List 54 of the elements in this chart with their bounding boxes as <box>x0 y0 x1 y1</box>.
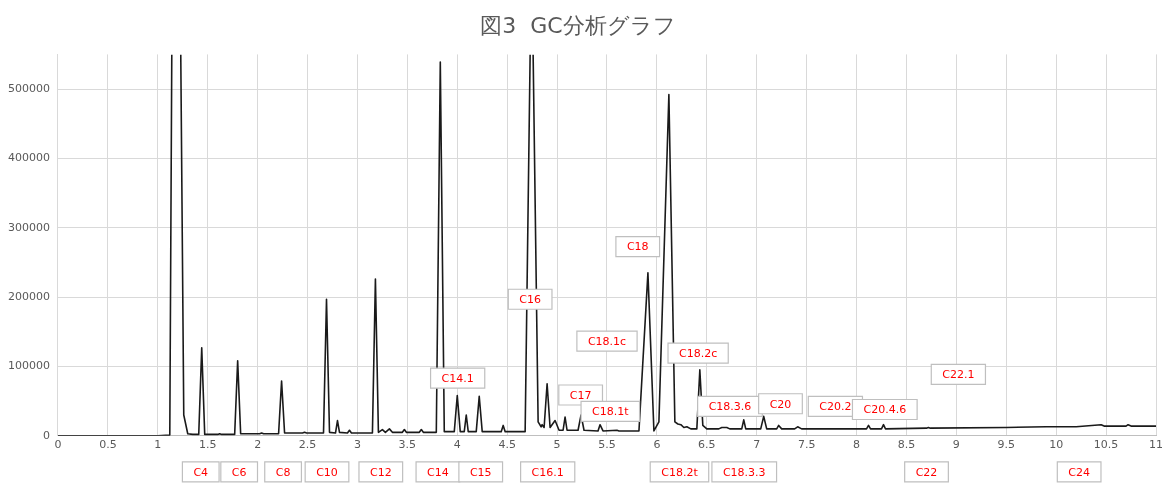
x-tick-label: 0.5 <box>99 438 117 452</box>
x-tick-label: 1 <box>154 438 162 452</box>
x-tick-label: 7 <box>753 438 761 452</box>
annotation: C18.1c <box>587 335 627 349</box>
y-tick-label: 300000 <box>7 220 50 234</box>
x-tick-label: 9.5 <box>997 438 1016 452</box>
x-tick-label: 2 <box>254 438 262 452</box>
text: C14 <box>427 465 449 479</box>
text: C16.1 <box>531 465 564 479</box>
chart-title: 図3 GC分析グラフ <box>480 12 676 38</box>
x-tick-label: 9 <box>952 438 960 452</box>
y-tick-label: 400000 <box>7 151 50 165</box>
x-tick-label: 10 <box>1049 438 1064 452</box>
x-tick-label: 5 <box>553 438 561 452</box>
x-tick-label: 3 <box>353 438 361 452</box>
x-tick-label: 2.5 <box>298 438 317 452</box>
text: C15 <box>469 465 492 479</box>
text: C12 <box>369 465 392 479</box>
y-tick-label: 0 <box>42 428 50 442</box>
annotation: C18.1t <box>592 405 630 419</box>
x-tick-label: 6 <box>653 438 661 452</box>
x-tick-label: 3.5 <box>398 438 417 452</box>
annotation: C18.2c <box>679 346 718 360</box>
text: C18.2t <box>661 465 699 479</box>
x-tick-label: 11 <box>1149 438 1163 452</box>
y-tick-label: 200000 <box>7 289 50 303</box>
x-tick-label: 8 <box>853 438 861 452</box>
x-tick-label: 7.5 <box>797 438 816 452</box>
x-tick-label: 6.5 <box>698 438 716 452</box>
annotation: C20.4.6 <box>863 403 907 417</box>
y-tick-label: 100000 <box>7 359 50 373</box>
annotation: C20 <box>769 397 792 411</box>
annotation: C22.1 <box>942 368 975 382</box>
y-tick-label: 500000 <box>7 81 50 95</box>
text: C6 <box>231 465 247 479</box>
text: C22 <box>915 465 938 479</box>
annotation: C16 <box>519 293 541 307</box>
text: C24 <box>1068 465 1090 479</box>
annotation: C14.1 <box>441 372 474 386</box>
x-tick-label: 4.5 <box>498 438 516 452</box>
text: C10 <box>316 465 338 479</box>
x-tick-label: 5.5 <box>598 438 616 452</box>
x-tick-label: 0 <box>54 438 62 452</box>
x-tick-label: 10.5 <box>1093 438 1119 452</box>
annotation: C17 <box>569 388 592 402</box>
x-tick-label: 4 <box>453 438 461 452</box>
annotation: C18.3.6 <box>708 400 752 414</box>
x-tick-label: 1.5 <box>198 438 217 452</box>
text: C8 <box>275 465 291 479</box>
text: C4 <box>193 465 209 479</box>
annotation: C20.2 <box>819 400 852 414</box>
x-tick-label: 8.5 <box>897 438 916 452</box>
text: C18.3.3 <box>722 465 766 479</box>
annotation: C18 <box>626 240 649 254</box>
